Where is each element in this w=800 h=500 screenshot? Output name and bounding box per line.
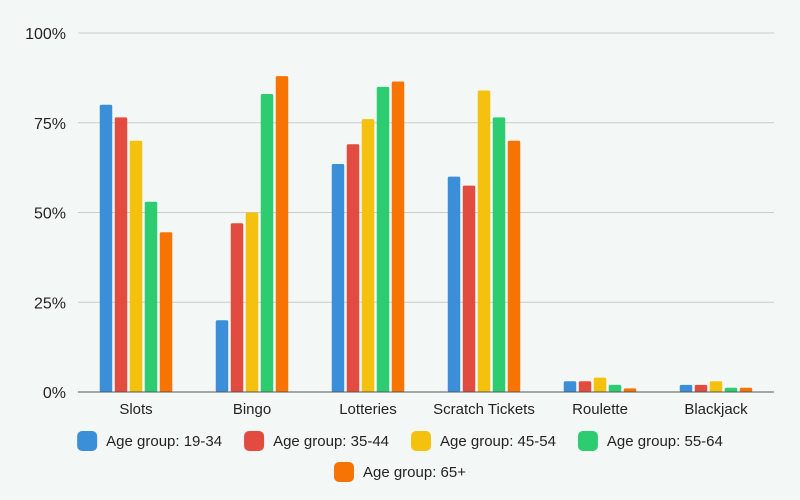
legend-swatch: [411, 431, 431, 451]
legend: Age group: 19-34 Age group: 35-44 Age grou…: [77, 431, 723, 482]
legend-swatch: [333, 462, 354, 482]
x-tick-label: Scratch Tickets: [433, 401, 535, 418]
y-tick-label: 25%: [34, 295, 66, 312]
bar: [346, 144, 360, 392]
legend-swatch: [77, 431, 98, 451]
bar: [114, 117, 128, 393]
bar: [477, 90, 491, 392]
y-tick-label: 100%: [25, 26, 66, 43]
grid: [78, 32, 774, 303]
bar: [144, 201, 158, 392]
bar: [563, 381, 577, 392]
bars: [99, 76, 753, 393]
bar: [507, 140, 521, 392]
bar: [593, 377, 607, 392]
bar: [215, 320, 229, 392]
bar: [376, 86, 390, 392]
y-tick-label: 75%: [34, 116, 66, 133]
bar: [679, 384, 693, 392]
legend-label: Age group: 19-34: [106, 433, 222, 450]
x-tick-label: Lotteries: [339, 401, 397, 418]
bar: [492, 117, 506, 393]
bar: [447, 176, 461, 392]
x-axis: Slots Bingo Lotteries Scratch Tickets Roulet…: [78, 391, 774, 418]
bar: [159, 232, 173, 392]
bar: [361, 119, 375, 392]
bar: [608, 384, 622, 392]
bar: [724, 387, 738, 392]
bar: [260, 94, 274, 392]
bar: [709, 381, 723, 392]
bar: [391, 81, 405, 392]
y-tick-label: 50%: [34, 206, 66, 223]
bar: [230, 223, 244, 392]
legend-label: Age group: 65+: [363, 464, 466, 481]
bar: [331, 164, 345, 392]
bar: [462, 185, 476, 392]
bar: [578, 381, 592, 392]
bar: [275, 76, 289, 392]
bar: [739, 387, 753, 392]
bar: [99, 104, 113, 393]
legend-swatch: [244, 431, 265, 451]
bar: [245, 212, 259, 392]
y-tick-label: 0%: [43, 385, 66, 402]
legend-swatch: [577, 431, 598, 451]
x-tick-label: Slots: [119, 401, 152, 418]
bar: [694, 384, 708, 392]
legend-label: Age group: 35-44: [273, 433, 389, 450]
x-tick-label: Blackjack: [684, 401, 748, 418]
legend-label: Age group: 45-54: [440, 433, 556, 450]
x-tick-label: Bingo: [233, 401, 271, 418]
bar: [129, 140, 143, 392]
legend-label: Age group: 55-64: [607, 433, 723, 450]
bar: [623, 388, 637, 392]
x-tick-label: Roulette: [572, 401, 628, 418]
y-axis: 0% 25% 50% 75% 100%: [25, 26, 66, 402]
